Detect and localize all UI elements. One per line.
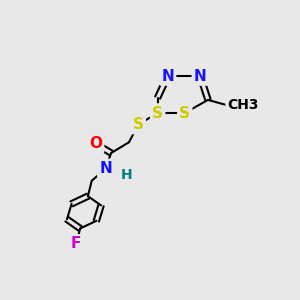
Text: N: N [161, 68, 174, 83]
Text: S: S [179, 106, 190, 121]
Text: F: F [71, 236, 81, 251]
Text: S: S [133, 117, 144, 132]
Text: N: N [99, 161, 112, 176]
Text: H: H [121, 168, 132, 182]
Text: CH3: CH3 [227, 98, 259, 112]
Text: N: N [194, 68, 207, 83]
Text: S: S [152, 106, 163, 121]
Text: O: O [89, 136, 102, 151]
